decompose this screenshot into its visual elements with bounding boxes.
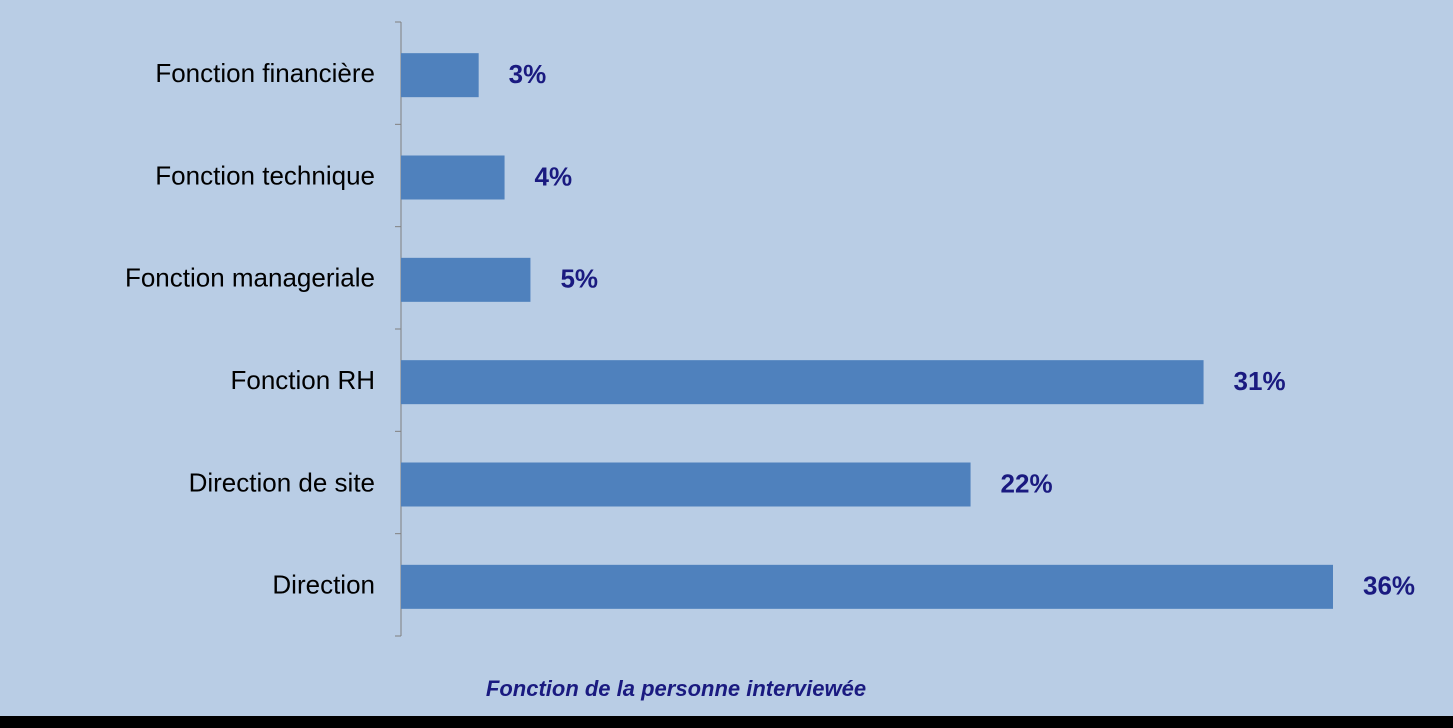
data-label: 36%	[1363, 571, 1415, 601]
chart-title: Fonction de la personne interviewée	[486, 676, 866, 701]
bar	[401, 257, 531, 302]
data-label: 22%	[1001, 468, 1053, 498]
category-label: Direction	[272, 570, 375, 600]
category-label: Fonction RH	[231, 365, 376, 395]
data-label: 3%	[509, 59, 547, 89]
data-label: 5%	[560, 264, 598, 294]
data-label: 4%	[535, 161, 573, 191]
category-label: Fonction financière	[155, 58, 375, 88]
data-label: 31%	[1234, 366, 1286, 396]
bar	[401, 360, 1204, 405]
bar	[401, 155, 505, 200]
category-label: Fonction manageriale	[125, 263, 375, 293]
bar	[401, 53, 479, 98]
bar	[401, 462, 971, 507]
frame-edge	[0, 716, 1453, 728]
bar	[401, 564, 1333, 609]
category-label: Direction de site	[189, 467, 375, 497]
category-label: Fonction technique	[155, 160, 375, 190]
